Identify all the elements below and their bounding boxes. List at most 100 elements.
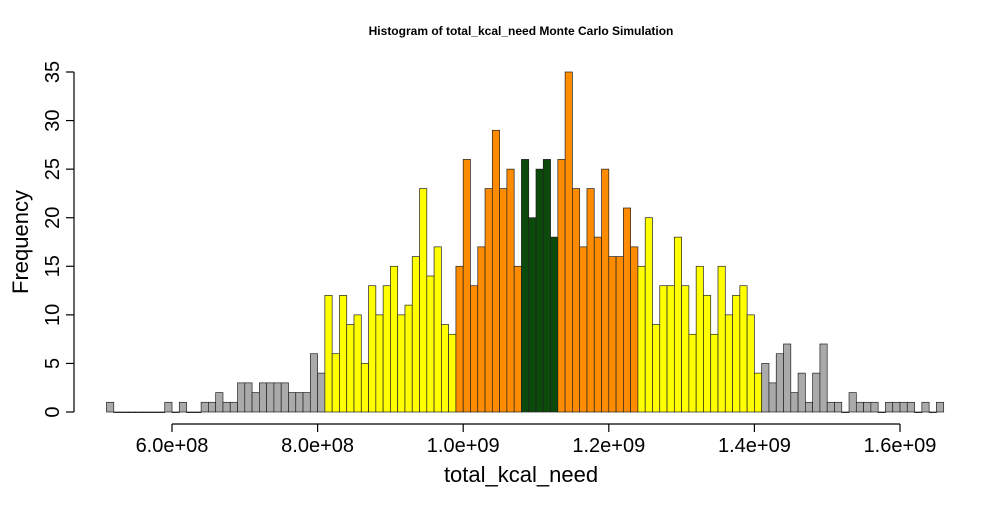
histogram-bar	[251, 392, 260, 413]
histogram-bar	[877, 411, 886, 413]
histogram-bar	[237, 382, 246, 413]
histogram-bar	[673, 236, 682, 413]
y-tick-label: 30	[42, 109, 64, 131]
histogram-bar	[215, 392, 224, 413]
x-axis-label: total_kcal_need	[444, 462, 598, 487]
histogram-bar	[186, 411, 195, 413]
histogram-bar	[222, 401, 231, 413]
histogram-bar	[790, 392, 799, 413]
x-tick-label: 6.0e+08	[136, 435, 209, 457]
histogram-bar	[149, 411, 158, 413]
histogram-bar	[441, 324, 449, 413]
histogram-bar	[717, 265, 726, 413]
x-tick-label: 8.0e+08	[281, 435, 354, 457]
histogram-bar	[331, 353, 340, 413]
histogram-bar	[848, 392, 857, 413]
histogram-bar	[426, 275, 435, 413]
histogram-bar	[273, 382, 282, 413]
histogram-bar	[644, 217, 653, 413]
histogram-bar	[295, 392, 304, 413]
histogram-bar	[309, 353, 318, 413]
histogram-bar	[455, 265, 464, 413]
y-tick-label: 25	[42, 158, 64, 180]
x-tick-label: 1.4e+09	[718, 435, 791, 457]
histogram-bar	[229, 401, 238, 413]
histogram-bar	[855, 401, 864, 413]
histogram-bar	[266, 382, 275, 413]
histogram-bar	[579, 246, 588, 413]
histogram-bar	[317, 372, 326, 413]
histogram-bar	[732, 295, 741, 413]
histogram-bar	[739, 285, 748, 413]
histogram-bar	[593, 236, 602, 413]
histogram-bar	[404, 304, 413, 413]
x-tick-label: 1.6e+09	[864, 435, 937, 457]
bars-layer	[106, 71, 945, 413]
histogram-bar	[288, 392, 297, 413]
histogram-bar	[695, 265, 704, 413]
y-axis-label: Frequency	[8, 190, 33, 294]
histogram-bar	[761, 363, 770, 413]
histogram-bar	[572, 188, 581, 413]
histogram-bar	[200, 401, 209, 413]
histogram-bar	[623, 207, 631, 413]
histogram-bar	[688, 333, 697, 413]
histogram-bar	[470, 285, 479, 413]
histogram-bar	[899, 401, 908, 413]
histogram-bar	[280, 382, 289, 413]
histogram-bar	[113, 411, 122, 413]
histogram-bar	[499, 188, 508, 413]
histogram-bar	[542, 159, 551, 413]
histogram-bar	[615, 256, 624, 413]
histogram-bar	[324, 295, 333, 413]
y-tick-label: 0	[42, 406, 64, 417]
y-tick-label: 10	[42, 304, 64, 326]
histogram-bar	[178, 401, 187, 413]
y-tick-label: 15	[42, 255, 64, 277]
histogram-bar	[724, 314, 733, 413]
histogram-bar	[346, 324, 355, 413]
histogram-bar	[382, 285, 391, 413]
histogram-bar	[208, 401, 217, 413]
x-axis: 6.0e+08 8.0e+08 1.0e+09 1.2e+09 1.4e+09 1.6e+…	[136, 423, 937, 457]
y-tick-label: 5	[42, 358, 64, 369]
histogram-bar	[135, 411, 144, 413]
histogram-bar	[484, 188, 493, 413]
histogram-bar	[914, 411, 923, 413]
histogram-bar	[353, 314, 362, 413]
histogram-bar	[244, 382, 253, 413]
x-tick-label: 1.2e+09	[572, 435, 645, 457]
histogram-bar	[783, 343, 792, 413]
histogram-bar	[360, 363, 369, 413]
histogram-bar	[528, 217, 537, 413]
histogram-bar	[339, 295, 348, 413]
histogram-bar	[608, 256, 617, 413]
histogram-bar	[477, 246, 486, 413]
histogram-bar	[302, 392, 311, 413]
histogram-bar	[491, 129, 500, 413]
histogram-bar	[157, 411, 166, 413]
histogram-bar	[775, 353, 784, 413]
histogram-bar	[120, 411, 129, 413]
histogram-bar	[411, 256, 420, 413]
histogram-bar	[652, 324, 661, 413]
histogram-bar	[746, 314, 755, 413]
histogram-bar	[710, 333, 719, 413]
y-axis: 0 5 10 15 20 25 30 35	[42, 61, 75, 418]
histogram-bar	[928, 411, 937, 413]
histogram-bar	[586, 188, 595, 413]
histogram-bar	[805, 401, 813, 413]
histogram-bar	[768, 382, 777, 413]
histogram-bar	[681, 285, 690, 413]
histogram-bar	[892, 401, 901, 413]
histogram-bar	[564, 71, 573, 413]
histogram-bar	[557, 159, 566, 413]
histogram-bar	[193, 411, 202, 413]
histogram-bar	[433, 246, 442, 413]
histogram-bar	[812, 372, 821, 413]
y-tick-label: 20	[42, 207, 64, 229]
x-tick-label: 1.0e+09	[427, 435, 500, 457]
histogram-bar	[885, 401, 894, 413]
y-tick-label: 35	[42, 61, 64, 83]
